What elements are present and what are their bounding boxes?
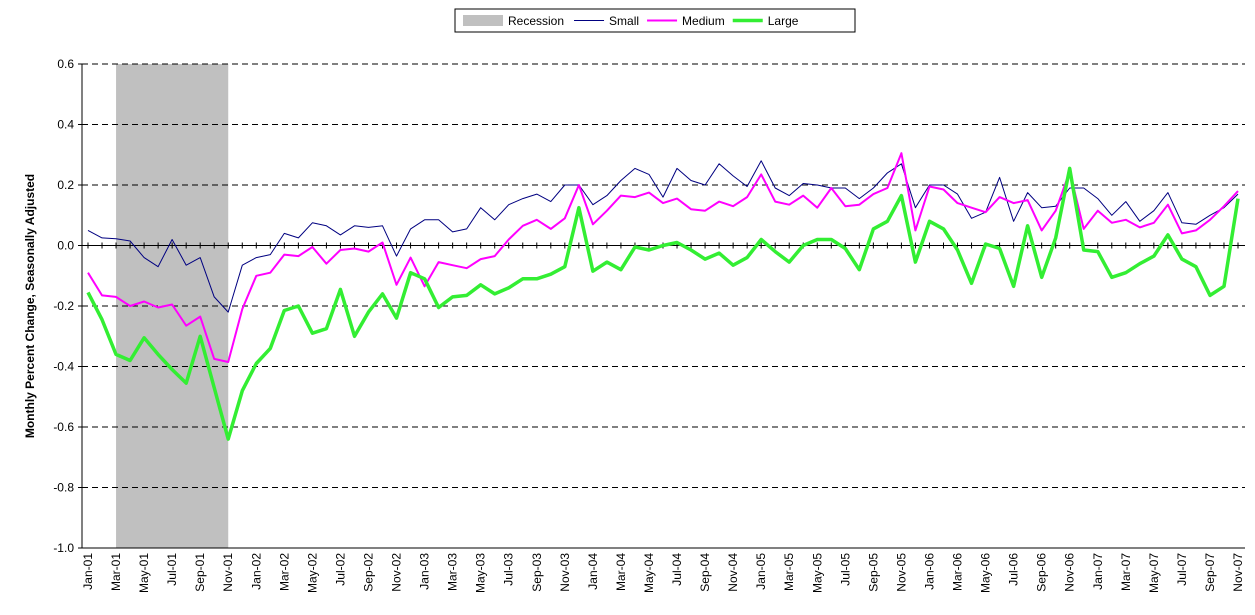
x-tick-label: Sep-05 [866, 553, 880, 592]
x-tick-label: Mar-01 [109, 553, 123, 591]
x-tick-label: May-01 [137, 553, 151, 593]
y-tick-label: -0.4 [53, 360, 74, 374]
x-tick-label: Mar-03 [446, 553, 460, 591]
x-tick-label: Jan-05 [754, 553, 768, 590]
x-tick-label: Jan-01 [81, 553, 95, 590]
x-tick-label: Mar-04 [614, 553, 628, 591]
x-tick-label: Sep-06 [1035, 553, 1049, 592]
x-tick-label: Jan-03 [418, 553, 432, 590]
y-tick-label: 0.0 [57, 239, 74, 253]
x-tick-label: Sep-02 [361, 553, 375, 592]
y-tick-label: -0.6 [53, 420, 74, 434]
x-tick-label: Jan-04 [586, 553, 600, 590]
y-axis-label: Monthly Percent Change, Seasonally Adjus… [23, 174, 37, 438]
x-tick-label: Nov-03 [558, 553, 572, 592]
x-tick-label: Jan-06 [922, 553, 936, 590]
x-tick-label: Nov-01 [221, 553, 235, 592]
x-tick-label: Sep-03 [530, 553, 544, 592]
y-tick-label: -0.8 [53, 481, 74, 495]
x-tick-label: Nov-04 [726, 553, 740, 592]
y-tick-label: 0.4 [57, 118, 74, 132]
y-tick-label: -0.2 [53, 299, 74, 313]
x-tick-label: Nov-05 [894, 553, 908, 592]
y-tick-label: 0.2 [57, 178, 74, 192]
x-tick-label: Mar-07 [1119, 553, 1133, 591]
x-tick-label: Mar-05 [782, 553, 796, 591]
x-tick-label: Nov-02 [390, 553, 404, 592]
legend-label: Recession [508, 14, 564, 28]
x-tick-label: Nov-07 [1231, 553, 1245, 592]
legend-label: Large [768, 14, 799, 28]
series-line [87, 152, 1239, 363]
legend-swatch [463, 15, 503, 26]
x-tick-label: Jul-01 [165, 553, 179, 586]
x-tick-label: Mar-02 [277, 553, 291, 591]
x-tick-label: Jan-07 [1091, 553, 1105, 590]
x-tick-label: May-06 [979, 553, 993, 593]
x-tick-label: May-07 [1147, 553, 1161, 593]
legend-label: Medium [682, 14, 725, 28]
y-tick-label: -1.0 [53, 541, 74, 555]
x-tick-label: Sep-07 [1203, 553, 1217, 592]
x-tick-label: May-04 [642, 553, 656, 593]
x-tick-label: Mar-06 [951, 553, 965, 591]
x-tick-label: Sep-04 [698, 553, 712, 592]
x-tick-label: May-05 [810, 553, 824, 593]
x-tick-label: May-02 [305, 553, 319, 593]
y-tick-label: 0.6 [57, 57, 74, 71]
x-tick-label: Jul-06 [1007, 553, 1021, 586]
x-tick-label: Jan-02 [249, 553, 263, 590]
legend-label: Small [609, 14, 639, 28]
x-tick-label: May-03 [474, 553, 488, 593]
series-line [86, 166, 1240, 441]
series-line [87, 160, 1239, 313]
x-tick-label: Sep-01 [193, 553, 207, 592]
x-tick-label: Nov-06 [1063, 553, 1077, 592]
x-tick-label: Jul-04 [670, 553, 684, 586]
x-tick-label: Jul-02 [333, 553, 347, 586]
x-tick-label: Jul-05 [838, 553, 852, 586]
x-tick-label: Jul-07 [1175, 553, 1189, 586]
x-tick-label: Jul-03 [502, 553, 516, 586]
